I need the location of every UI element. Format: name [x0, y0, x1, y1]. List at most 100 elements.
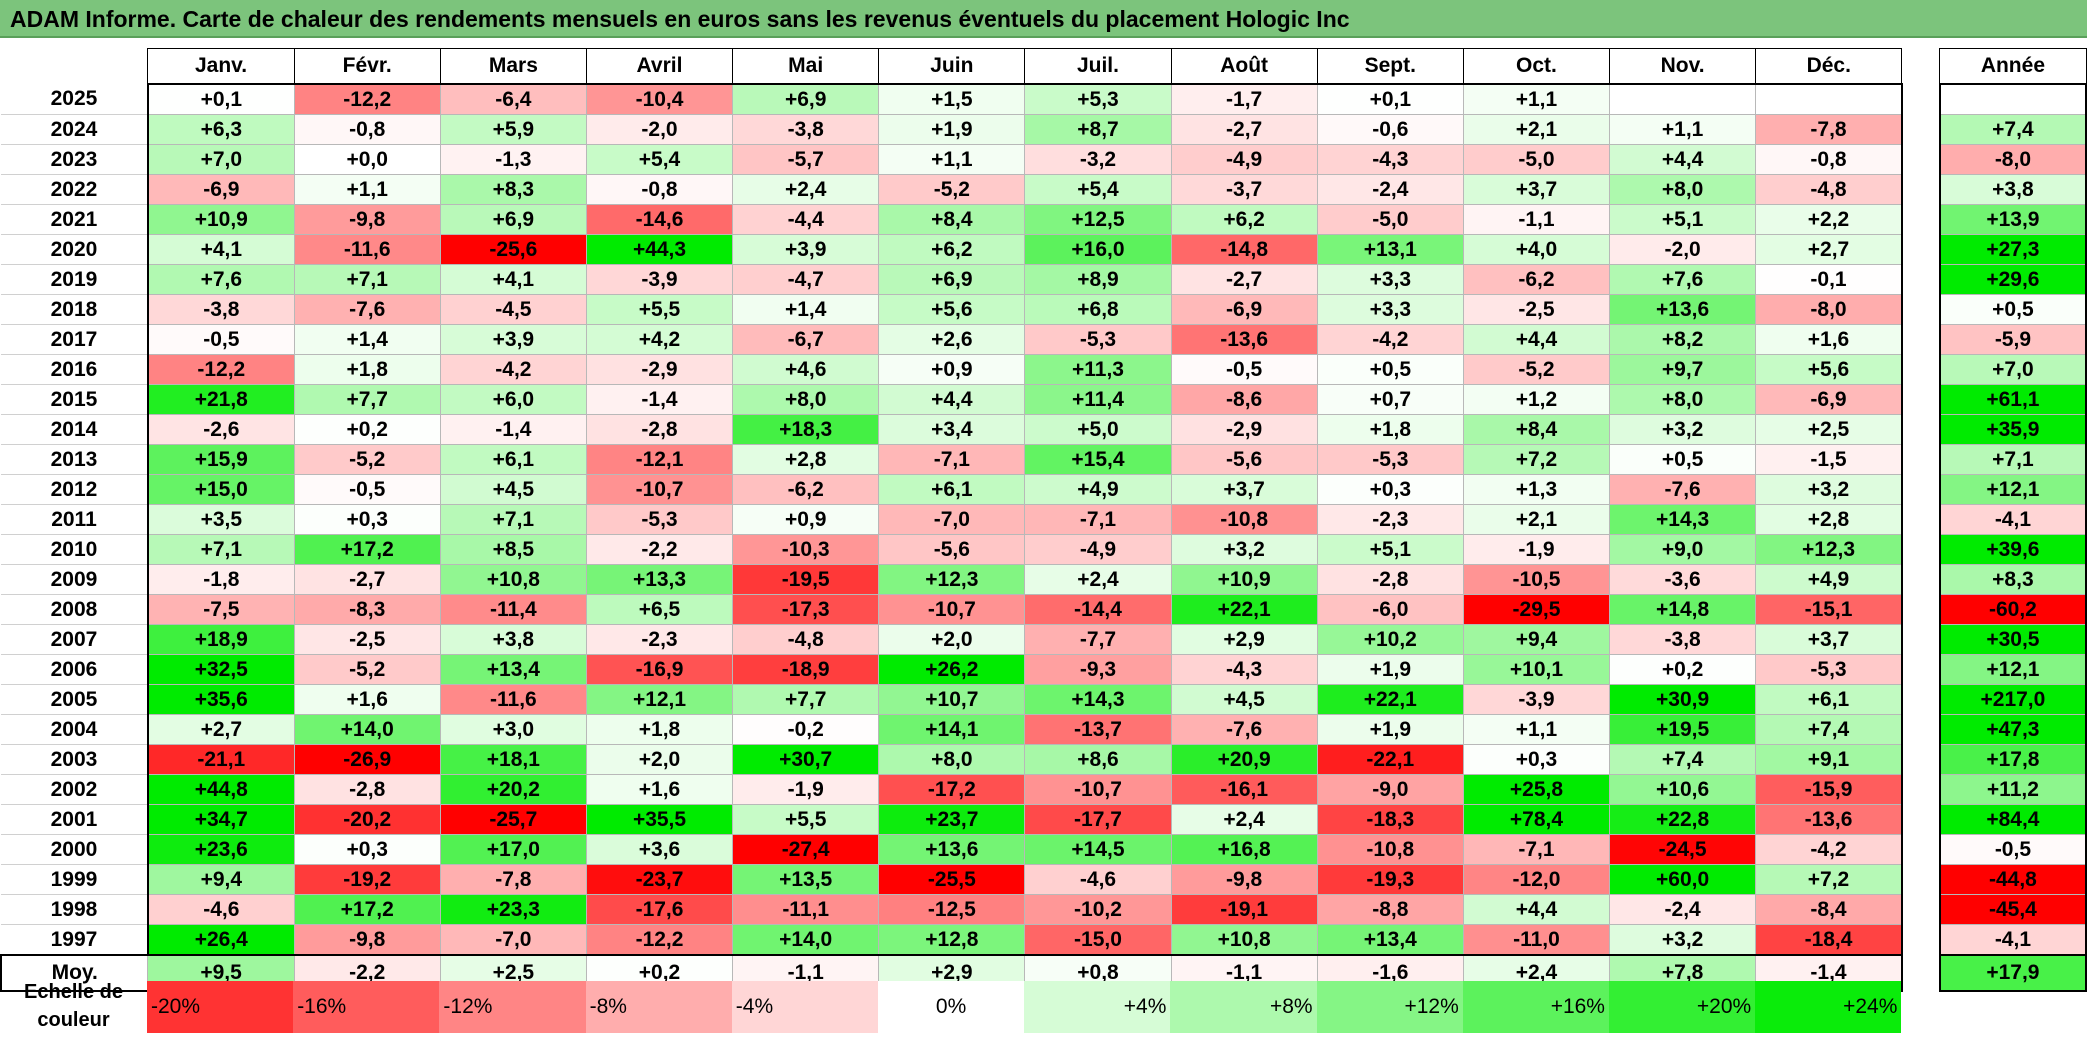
- year-label: 2019: [1, 264, 148, 295]
- column-gap: [1901, 624, 1940, 655]
- table-row: 2002 +44,8 -2,8 +20,2 +1,6 -1,9 -17,2 -10,7 -16,…: [1, 774, 2087, 805]
- heatmap-cell: +19,5: [1609, 714, 1757, 745]
- heatmap-cell: [1755, 83, 1903, 115]
- heatmap-cell: -14,6: [585, 204, 734, 235]
- heatmap-cell: -10,4: [585, 83, 734, 115]
- heatmap-cell: -12,1: [585, 444, 734, 475]
- year-label: 2005: [1, 684, 148, 715]
- column-gap: [1901, 174, 1940, 205]
- heatmap-cell: +8,0: [732, 384, 880, 415]
- year-label: 2020: [1, 234, 148, 265]
- heatmap-cell: [1609, 83, 1757, 115]
- heatmap-cell: +3,2: [1755, 474, 1903, 505]
- heatmap-cell: +3,2: [1170, 534, 1318, 565]
- heatmap-cell: -2,5: [293, 624, 441, 655]
- heatmap-cell: +9,7: [1609, 354, 1757, 385]
- heatmap-cell: -4,2: [1755, 834, 1903, 865]
- heatmap-cell: +4,1: [146, 234, 295, 265]
- heatmap-cell: +3,2: [1609, 414, 1757, 445]
- heatmap-cell: +14,8: [1609, 594, 1757, 625]
- heatmap-cell: -9,8: [1170, 864, 1318, 895]
- heatmap-cell: +7,4: [1755, 714, 1903, 745]
- annual-cell: +8,3: [1938, 564, 2087, 595]
- heatmap-cell: +3,7: [1462, 174, 1611, 205]
- year-label: 2002: [1, 774, 148, 805]
- heatmap-cell: +2,7: [1755, 234, 1903, 265]
- annual-cell: +12,1: [1938, 474, 2087, 505]
- heatmap-cell: +6,2: [1170, 204, 1318, 235]
- heatmap-cell: +1,9: [1316, 654, 1464, 685]
- heatmap-cell: +14,0: [732, 924, 880, 956]
- month-header-mai: Mai: [732, 48, 880, 85]
- heatmap-cell: +26,4: [146, 924, 295, 956]
- heatmap-cell: +5,3: [1024, 83, 1172, 115]
- column-gap: [1901, 48, 1940, 84]
- table-row: 2008 -7,5 -8,3 -11,4 +6,5 -17,3 -10,7 -14,4 +22,…: [1, 594, 2087, 625]
- heatmap-cell: -24,5: [1609, 834, 1757, 865]
- heatmap-cell: -5,2: [1462, 354, 1611, 385]
- year-label: 2015: [1, 384, 148, 415]
- heatmap-cell: +6,0: [439, 384, 587, 415]
- heatmap-cell: -1,7: [1170, 83, 1318, 115]
- heatmap-cell: -11,4: [439, 594, 587, 625]
- year-label: 2025: [1, 84, 148, 115]
- heatmap-cell: +6,3: [146, 114, 295, 145]
- heatmap-cell: -18,4: [1755, 924, 1903, 956]
- heatmap-cell: +1,1: [1609, 114, 1757, 145]
- heatmap-cell: -8,4: [1755, 894, 1903, 925]
- heatmap-cell: +0,1: [1316, 83, 1464, 115]
- heatmap-cell: +0,9: [878, 354, 1026, 385]
- heatmap-cell: +9,1: [1755, 744, 1903, 775]
- table-row: 2023 +7,0 +0,0 -1,3 +5,4 -5,7 +1,1 -3,2 -4,9 -4,3…: [1, 144, 2087, 175]
- year-label: 2018: [1, 294, 148, 325]
- heatmap-cell: +5,4: [585, 144, 734, 175]
- month-header-dec: Déc.: [1755, 48, 1903, 85]
- heatmap-cell: -9,8: [293, 924, 441, 956]
- color-scale-step: -16%: [293, 981, 440, 1033]
- heatmap-cell: -12,0: [1462, 864, 1611, 895]
- month-header-fevr: Févr.: [293, 48, 441, 85]
- heatmap-cell: +7,1: [293, 264, 441, 295]
- heatmap-cell: +14,5: [1024, 834, 1172, 865]
- heatmap-cell: -2,0: [1609, 234, 1757, 265]
- table-row: 1997 +26,4 -9,8 -7,0 -12,2 +14,0 +12,8 -15,0 +10…: [1, 924, 2087, 956]
- heatmap-cell: +13,4: [1316, 924, 1464, 956]
- heatmap-cell: -2,4: [1609, 894, 1757, 925]
- heatmap-cell: +13,6: [1609, 294, 1757, 325]
- heatmap-cell: -7,0: [878, 504, 1026, 535]
- heatmap-cell: -8,6: [1170, 384, 1318, 415]
- heatmap-cell: -7,7: [1024, 624, 1172, 655]
- annual-cell: -0,5: [1938, 834, 2087, 865]
- heatmap-cell: -1,3: [439, 144, 587, 175]
- heatmap-cell: +30,7: [732, 744, 880, 775]
- heatmap-cell: +8,4: [878, 204, 1026, 235]
- heatmap-cell: -2,9: [1170, 414, 1318, 445]
- heatmap-cell: +5,6: [878, 294, 1026, 325]
- heatmap-cell: +5,5: [585, 294, 734, 325]
- annual-cell: -4,1: [1938, 504, 2087, 535]
- month-header-sept: Sept.: [1316, 48, 1464, 85]
- column-gap: [1901, 804, 1940, 835]
- heatmap-cell: +15,0: [146, 474, 295, 505]
- heatmap-cell: -5,6: [1170, 444, 1318, 475]
- heatmap-cell: -0,5: [293, 474, 441, 505]
- heatmap-cell: -18,3: [1316, 804, 1464, 835]
- heatmap-cell: -2,2: [585, 534, 734, 565]
- heatmap-cell: -25,7: [439, 804, 587, 835]
- heatmap-cell: +18,9: [146, 624, 295, 655]
- heatmap-cell: -0,8: [1755, 144, 1903, 175]
- year-label: 2012: [1, 474, 148, 505]
- year-total-header: Année: [1939, 48, 2087, 85]
- heatmap-cell: +6,1: [439, 444, 587, 475]
- heatmap-cell: -27,4: [732, 834, 880, 865]
- column-gap: [1901, 594, 1940, 625]
- annual-cell: +3,8: [1938, 174, 2087, 205]
- heatmap-cell: +10,8: [1170, 924, 1318, 956]
- annual-cell: +7,0: [1938, 354, 2087, 385]
- heatmap-cell: -17,2: [878, 774, 1026, 805]
- table-row: 2001 +34,7 -20,2 -25,7 +35,5 +5,5 +23,7 -17,7 +2…: [1, 804, 2087, 835]
- annual-cell: -60,2: [1938, 594, 2087, 625]
- heatmap-cell: +4,4: [878, 384, 1026, 415]
- heatmap-cell: -7,1: [1462, 834, 1611, 865]
- heatmap-cell: +7,2: [1755, 864, 1903, 895]
